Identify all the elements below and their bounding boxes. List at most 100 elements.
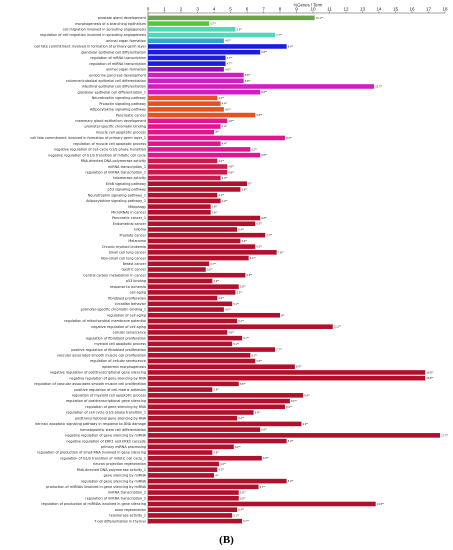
x-tick-label: 17 [426, 7, 432, 12]
bar [148, 192, 218, 198]
category-label: response to ischemia [110, 285, 146, 289]
x-tick-label: 12 [343, 7, 349, 12]
x-tick-label: 10 [310, 7, 316, 12]
category-label: regulation of gene silencing by RNA [85, 405, 146, 409]
value-label: 4.4** [222, 125, 228, 129]
category-label: promoter-specific chromatin binding [84, 125, 146, 129]
value-label: 5.6** [242, 187, 248, 191]
value-label: 6.2** [252, 353, 258, 357]
bar [148, 198, 221, 204]
bar [148, 210, 211, 215]
bar [148, 84, 375, 89]
category-label: regulation of mitochondrial membrane pot… [64, 319, 146, 323]
bar [148, 124, 221, 129]
category-label: cell fate commitment involved in formati… [30, 136, 146, 140]
value-label: 3.9** [214, 451, 220, 455]
category-labels: prostate gland development morphogenesis … [30, 16, 146, 523]
category-label: Mitophagy [128, 205, 146, 209]
bar [148, 101, 221, 106]
bar [148, 112, 256, 118]
bar [148, 129, 214, 135]
bar [148, 78, 244, 84]
category-label: columnar/cuboidal epithelial cell differ… [66, 79, 146, 83]
category-label: muscle cell apoptotic process [96, 130, 146, 134]
bar [148, 141, 221, 146]
value-label: 8.3** [286, 405, 292, 409]
category-label: regulation of miRNA transcription_1 [85, 170, 146, 174]
bar [148, 38, 224, 44]
category-label: RNA-directed DNA polymerase activity_1 [77, 468, 146, 472]
value-label: 9.4** [304, 393, 310, 397]
category-label: ErbB signaling pathway [106, 182, 146, 186]
bar [148, 513, 233, 518]
bar [148, 490, 239, 495]
value-label: 4.8** [228, 330, 234, 334]
value-label: 4.4** [222, 102, 228, 106]
bar [148, 44, 287, 49]
category-label: negative regulation of ERK1 and ERK2 cas… [66, 439, 146, 443]
bar [148, 267, 206, 272]
value-label: 9.3** [303, 422, 309, 426]
category-label: negative regulation of cell aging [91, 325, 146, 329]
value-label: 10.1** [316, 16, 323, 20]
value-label: 4.6** [225, 308, 231, 312]
bar [148, 393, 304, 398]
value-label: 8.4** [288, 479, 294, 483]
category-label: production of miRNAs involved in gene si… [46, 485, 147, 489]
bar [148, 330, 228, 335]
category-label: Central carbon metabolism in cancer [83, 273, 146, 277]
bar [148, 387, 213, 392]
bar [148, 318, 238, 324]
category-label: Pancreatic cancer_1 [112, 216, 146, 220]
category-label: Gastric cancer [121, 268, 146, 272]
value-label: 8.4** [288, 439, 294, 443]
bars [148, 15, 441, 524]
category-label: miRNA transcription_1 [108, 165, 146, 169]
x-tick-label: 14 [376, 7, 382, 12]
value-label: 4** [215, 473, 218, 477]
category-label: MicroRNAs in cancer [111, 211, 146, 215]
category-label: positive regulation of cell-matrix adhes… [74, 388, 146, 392]
bar [148, 55, 226, 61]
value-label: 13.7** [375, 84, 382, 88]
bar [148, 507, 238, 512]
bar [148, 398, 290, 404]
category-label: negative regulation of cell cycle G1/S p… [54, 148, 146, 152]
category-label: Prostate cancer [120, 233, 147, 237]
category-label: negative regulation of gene silencing by… [65, 434, 147, 438]
bar [148, 495, 239, 501]
category-label: circadian behavior [115, 302, 147, 306]
bar [148, 404, 285, 410]
value-label: 6** [248, 182, 251, 186]
bar [148, 169, 228, 175]
bar [148, 410, 254, 415]
category-label: cellular senescence [113, 331, 146, 335]
value-label: 8.3** [286, 136, 292, 140]
category-label: neuron projection regeneration [93, 462, 146, 466]
category-label: regulation of muscle cell apoptotic proc… [73, 142, 146, 146]
bar [148, 284, 239, 289]
value-label: 4.8** [228, 119, 234, 123]
bar [148, 118, 228, 124]
category-label: regulation of cell cycle G1/S phase tran… [66, 411, 146, 415]
category-label: primary miRNA processing [101, 445, 146, 449]
category-label: posttranscriptional gene silencing by RN… [75, 416, 147, 420]
x-tick-label: 16 [409, 7, 415, 12]
panel-label: (B) [219, 534, 234, 546]
category-label: intestinal epithelial cell differentiati… [82, 85, 146, 89]
value-label: 3.9** [214, 279, 220, 283]
value-label: 6.7** [260, 485, 266, 489]
value-label: 11.2** [334, 325, 341, 329]
value-label: 5.8** [245, 79, 251, 83]
bar [148, 15, 315, 21]
category-label: Adipocytokine signaling pathway_1 [86, 199, 146, 203]
value-label: 6.5** [256, 359, 262, 363]
bar [148, 204, 211, 209]
value-label: 4.2** [219, 193, 225, 197]
category-label: animal organ formation [106, 68, 146, 72]
x-tick-label: 13 [360, 7, 366, 12]
category-label: glandular epithelial cell differentiatio… [81, 50, 146, 54]
value-label: 4.7** [227, 62, 233, 66]
value-label: 8.6** [291, 399, 297, 403]
bar [148, 364, 295, 370]
